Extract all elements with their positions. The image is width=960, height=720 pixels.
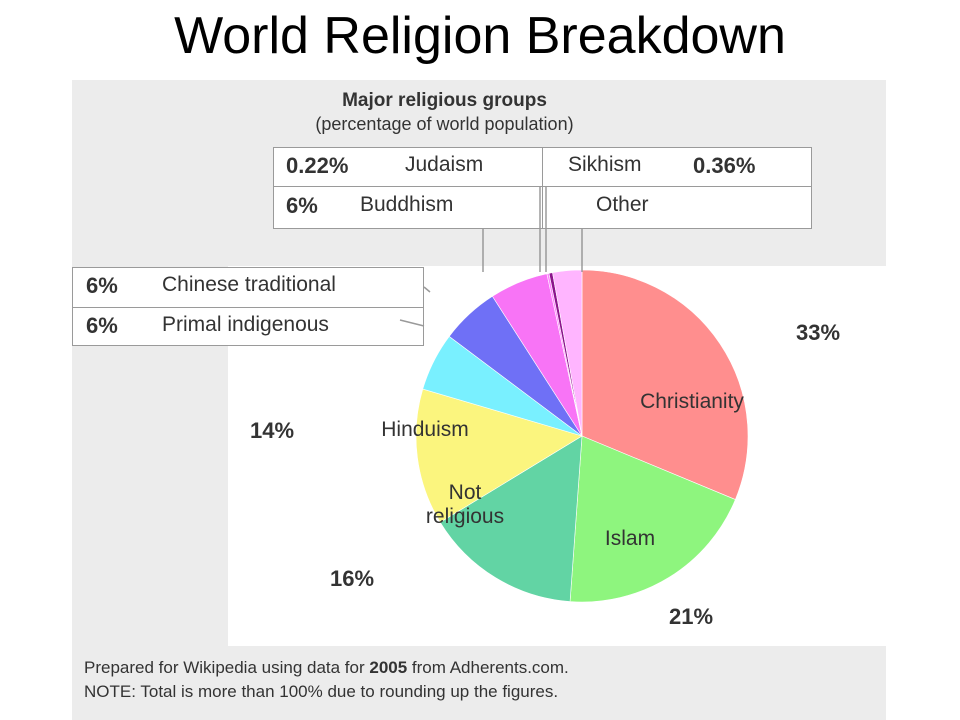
legend-label-buddhism: Buddhism — [360, 193, 454, 216]
pct-label-not-religious: 16% — [330, 566, 375, 591]
leader-line-primal-indigenous — [399, 319, 425, 327]
legend-value-primal-indigenous: 6% — [86, 313, 118, 338]
legend-label-other: Other — [596, 193, 649, 216]
legend-label-sikhism: Sikhism — [568, 153, 642, 176]
slide-title: World Religion Breakdown — [174, 7, 786, 65]
legend-label-judaism: Judaism — [405, 153, 484, 176]
legend-value-judaism: 0.22% — [286, 153, 349, 178]
legend-box-top — [273, 147, 812, 229]
pct-label-christianity: 33% — [796, 320, 841, 345]
leader-line-chinese-traditional — [423, 286, 431, 293]
footnote-note: NOTE: Total is more than 100% due to rou… — [84, 682, 559, 701]
chart-title: Major religious groups — [342, 90, 547, 111]
footnote-source: Prepared for Wikipedia using data for 20… — [84, 658, 569, 677]
legend-box-left — [72, 267, 424, 346]
pct-label-islam: 21% — [669, 604, 714, 629]
slice-label-not-religious: Not religious — [425, 481, 505, 528]
pie-slice-hinduism — [415, 388, 583, 523]
pie-slice-islam — [569, 435, 736, 603]
slice-label-hinduism: Hinduism — [381, 418, 469, 441]
legend-value-chinese-traditional: 6% — [86, 273, 118, 298]
slice-label-christianity: Christianity — [640, 390, 744, 413]
pie-slice-christianity — [581, 269, 749, 500]
chart-subtitle: (percentage of world population) — [315, 114, 574, 134]
legend-value-buddhism: 6% — [286, 193, 318, 218]
slice-label-islam: Islam — [604, 527, 656, 550]
pie-slice-not-religious — [439, 435, 583, 602]
legend-label-primal-indigenous: Primal indigenous — [162, 313, 329, 336]
legend-label-chinese-traditional: Chinese traditional — [162, 273, 336, 296]
legend-value-sikhism: 0.36% — [693, 153, 756, 178]
pct-label-hinduism: 14% — [250, 418, 295, 443]
